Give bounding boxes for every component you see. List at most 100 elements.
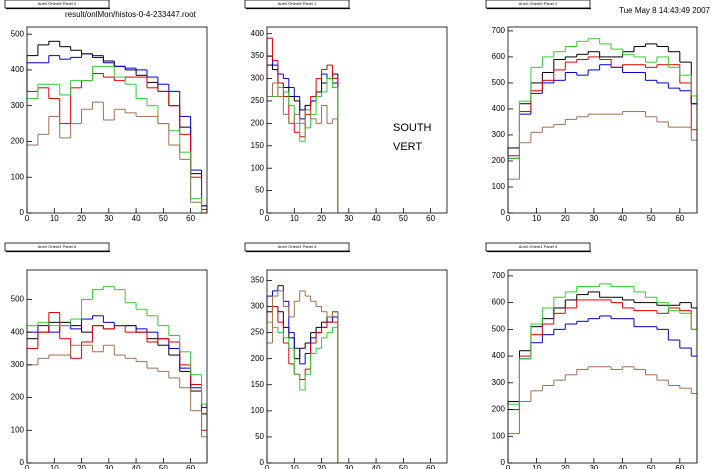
date-label: Tue May 8 14:43:49 2007: [619, 6, 710, 15]
y-tick-label: 100: [492, 431, 506, 440]
x-tick-label: 40: [618, 464, 627, 469]
y-tick-label: 200: [251, 118, 265, 127]
y-tick-label: 600: [492, 52, 506, 61]
y-tick-label: 200: [251, 354, 265, 363]
annotation: SOUTH: [393, 122, 432, 134]
x-tick-label: 50: [399, 464, 408, 469]
x-tick-label: 0: [25, 214, 30, 223]
y-tick-label: 300: [492, 378, 506, 387]
x-tick-label: 30: [104, 464, 113, 469]
panel-title: Arm0 Orient0 Panel 2: [519, 1, 558, 6]
y-tick-label: 0: [501, 458, 506, 467]
y-tick-label: 400: [251, 29, 265, 38]
x-tick-label: 40: [132, 214, 141, 223]
x-tick-label: 50: [647, 214, 656, 223]
x-tick-label: 10: [532, 214, 541, 223]
y-tick-label: 500: [492, 78, 506, 87]
y-tick-label: 100: [11, 425, 25, 434]
x-tick-label: 10: [290, 214, 299, 223]
y-tick-label: 300: [251, 302, 265, 311]
panel-title: Arm0 Orient1 Panel 3: [519, 244, 558, 249]
x-tick-label: 20: [77, 464, 86, 469]
y-tick-label: 600: [492, 298, 506, 307]
y-tick-label: 250: [251, 328, 265, 337]
x-tick-label: 20: [561, 464, 570, 469]
y-tick-label: 0: [501, 208, 506, 217]
x-tick-label: 20: [77, 214, 86, 223]
x-tick-label: 30: [589, 214, 598, 223]
x-tick-label: 10: [290, 464, 299, 469]
y-tick-label: 350: [251, 276, 265, 285]
annotation: VERT: [393, 141, 422, 153]
x-tick-label: 10: [50, 464, 59, 469]
x-tick-label: 60: [675, 464, 684, 469]
y-tick-label: 400: [11, 327, 25, 336]
y-tick-label: 100: [251, 406, 265, 415]
y-tick-label: 500: [11, 295, 25, 304]
y-tick-label: 0: [20, 458, 25, 467]
x-tick-label: 30: [589, 464, 598, 469]
y-tick-label: 150: [251, 141, 265, 150]
x-tick-label: 60: [426, 214, 435, 223]
frame: [26, 269, 208, 464]
frame: [507, 26, 698, 214]
y-tick-label: 400: [11, 65, 25, 74]
x-tick-label: 0: [506, 464, 511, 469]
x-tick-label: 40: [372, 214, 381, 223]
panel-title: Arm0 Orient0 Panel 0: [38, 1, 77, 6]
y-tick-label: 0: [20, 208, 25, 217]
x-tick-label: 50: [159, 214, 168, 223]
y-tick-label: 200: [11, 137, 25, 146]
y-tick-label: 300: [492, 130, 506, 139]
x-tick-label: 60: [186, 464, 195, 469]
frame: [26, 26, 208, 214]
y-tick-label: 150: [251, 380, 265, 389]
y-tick-label: 300: [11, 101, 25, 110]
y-tick-label: 700: [492, 26, 506, 35]
y-tick-label: 700: [492, 271, 506, 280]
x-tick-label: 50: [399, 214, 408, 223]
x-tick-label: 60: [186, 214, 195, 223]
y-tick-label: 300: [11, 360, 25, 369]
y-tick-label: 200: [492, 156, 506, 165]
x-tick-label: 50: [159, 464, 168, 469]
x-tick-label: 0: [265, 214, 270, 223]
y-tick-label: 0: [260, 208, 265, 217]
x-tick-label: 30: [344, 214, 353, 223]
x-tick-label: 10: [50, 214, 59, 223]
y-tick-label: 350: [251, 51, 265, 60]
x-tick-label: 0: [265, 464, 270, 469]
y-tick-label: 200: [492, 405, 506, 414]
y-tick-label: 50: [255, 432, 264, 441]
frame: [266, 26, 448, 214]
x-tick-label: 20: [317, 214, 326, 223]
x-tick-label: 0: [25, 464, 30, 469]
y-tick-label: 50: [255, 186, 264, 195]
y-tick-label: 100: [11, 172, 25, 181]
panel-title: Arm0 Orient0 Panel 1: [278, 1, 317, 6]
y-tick-label: 250: [251, 96, 265, 105]
y-tick-label: 500: [11, 29, 25, 38]
x-tick-label: 0: [506, 214, 511, 223]
x-tick-label: 30: [344, 464, 353, 469]
panel-title: Arm0 Orient1 Panel 4: [278, 244, 317, 249]
y-tick-label: 0: [260, 458, 265, 467]
x-tick-label: 20: [317, 464, 326, 469]
x-tick-label: 40: [372, 464, 381, 469]
y-tick-label: 400: [492, 351, 506, 360]
panel-title: Arm0 Orient1 Panel 5: [38, 244, 77, 249]
x-tick-label: 10: [532, 464, 541, 469]
y-tick-label: 400: [492, 104, 506, 113]
x-tick-label: 30: [104, 214, 113, 223]
x-tick-label: 60: [426, 464, 435, 469]
y-tick-label: 100: [492, 182, 506, 191]
y-tick-label: 100: [251, 163, 265, 172]
x-tick-label: 60: [675, 214, 684, 223]
frame: [266, 269, 448, 464]
x-tick-label: 50: [647, 464, 656, 469]
x-tick-label: 20: [561, 214, 570, 223]
y-tick-label: 200: [11, 393, 25, 402]
x-tick-label: 40: [618, 214, 627, 223]
